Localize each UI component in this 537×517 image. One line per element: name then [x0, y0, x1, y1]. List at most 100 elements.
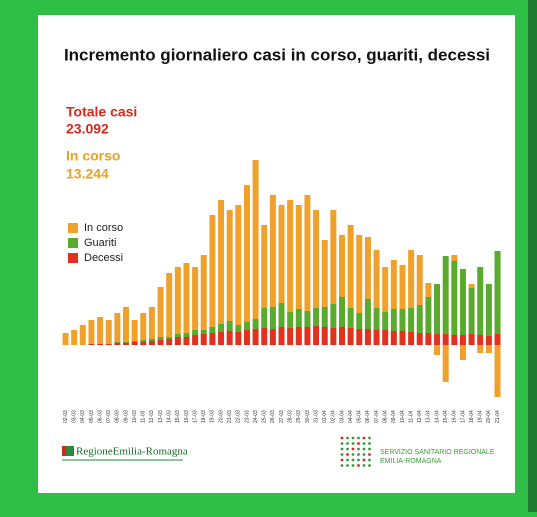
x-tick-label: 21-04 [495, 410, 501, 423]
bar-segment [399, 331, 406, 345]
bar-segment [226, 331, 233, 345]
logo-dot [362, 464, 366, 467]
x-tick-label: 14-04 [434, 410, 440, 423]
x-tick-label: 17-03 [192, 410, 198, 423]
bar-segment [451, 335, 458, 345]
bar-segment [97, 344, 104, 345]
bar-segment [105, 344, 112, 345]
x-tick-label: 16-03 [184, 410, 190, 423]
footer-right: SERVIZIO SANITARIO REGIONALE EMILIA-ROMA… [340, 436, 495, 467]
x-tick-label: 02-03 [63, 410, 69, 423]
bar-segment [192, 330, 199, 335]
bar-segment [356, 329, 363, 345]
bar-segment [218, 200, 225, 324]
logo-dot [368, 453, 371, 456]
logo-flag [62, 446, 74, 456]
bar-segment [278, 327, 285, 345]
logo-dot [340, 453, 344, 456]
x-tick-label: 03-04 [339, 410, 345, 423]
bar-segment [252, 329, 259, 345]
bar-segment [148, 341, 155, 345]
bar-segment [356, 235, 363, 313]
bar-segment [408, 332, 415, 345]
bar-segment [295, 309, 302, 327]
bar-segment [218, 332, 225, 345]
bar-segment [364, 329, 371, 345]
x-tick-label: 06-03 [97, 410, 103, 423]
x-tick-label: 22-03 [236, 410, 242, 423]
logo-dot [351, 442, 355, 445]
legend-swatch [68, 223, 78, 233]
x-tick-label: 11-03 [141, 410, 147, 423]
bar-segment [494, 334, 501, 345]
x-tick-label: 03-03 [71, 410, 77, 423]
bar-segment [459, 345, 466, 360]
bar-segment [140, 313, 147, 340]
bar-segment [62, 333, 69, 345]
logo-dot [357, 447, 360, 451]
bar-segment [157, 287, 164, 337]
x-tick-label: 15-03 [175, 410, 181, 423]
bar-segment [416, 255, 423, 305]
footer-left: RegioneEmilia-Romagna [62, 446, 188, 461]
bar-segment [304, 311, 311, 327]
logo-dot [346, 458, 349, 462]
bar-segment [425, 297, 432, 333]
card [38, 15, 515, 493]
x-tick-label: 07-03 [106, 410, 112, 423]
x-tick-label: 01-04 [322, 410, 328, 423]
bar-segment [399, 309, 406, 331]
logo-dot [340, 442, 344, 445]
logo-dot [362, 436, 366, 440]
bar-segment [252, 319, 259, 329]
x-tick-label: 20-04 [486, 410, 492, 423]
bar-segment [243, 185, 250, 322]
logo-dot [368, 442, 371, 445]
bar-segment [434, 334, 441, 345]
bar-segment [408, 250, 415, 308]
bar-segment [295, 327, 302, 345]
x-tick-label: 24-03 [253, 410, 259, 423]
bar-segment [459, 269, 466, 335]
edge [528, 0, 537, 512]
bar-segment [442, 334, 449, 345]
bar-segment [166, 337, 173, 339]
x-tick-label: 23-03 [244, 410, 250, 423]
bar-segment [192, 267, 199, 330]
x-tick-label: 05-03 [89, 410, 95, 423]
x-tick-label: 12-03 [149, 410, 155, 423]
bar-segment [468, 288, 475, 334]
logo-dot [362, 447, 366, 451]
x-tick-label: 12-04 [417, 410, 423, 423]
logo-dot [357, 464, 360, 467]
logo-dot [340, 458, 344, 462]
bar-segment [390, 260, 397, 309]
bar-segment [416, 305, 423, 333]
x-tick-label: 08-03 [115, 410, 121, 423]
bar-segment [390, 331, 397, 345]
bar-segment [226, 210, 233, 321]
bar-segment [390, 309, 397, 331]
bar-segment [477, 345, 484, 353]
bar-segment [287, 312, 294, 328]
x-tick-label: 25-03 [262, 410, 268, 423]
x-tick-label: 16-04 [452, 410, 458, 423]
x-tick-label: 30-03 [305, 410, 311, 423]
bar-segment [71, 330, 78, 345]
bar-segment [261, 328, 268, 345]
bar-segment [364, 299, 371, 329]
service-logo [340, 436, 371, 467]
bar-segment [477, 267, 484, 335]
bar-segment [313, 308, 320, 326]
bar-segment [114, 342, 121, 343]
bar-segment [200, 255, 207, 330]
bar-segment [339, 327, 345, 345]
logo-dot [357, 458, 360, 462]
service-name: SERVIZIO SANITARIO REGIONALE [380, 449, 495, 456]
x-tick-label: 15-04 [443, 410, 449, 423]
x-tick-label: 20-03 [218, 410, 224, 423]
bar-segment [235, 325, 242, 332]
summary: Totale casi 23.092 In corso 13.244 [66, 104, 137, 182]
bar-segment [451, 261, 458, 335]
bar-segment [79, 325, 86, 345]
